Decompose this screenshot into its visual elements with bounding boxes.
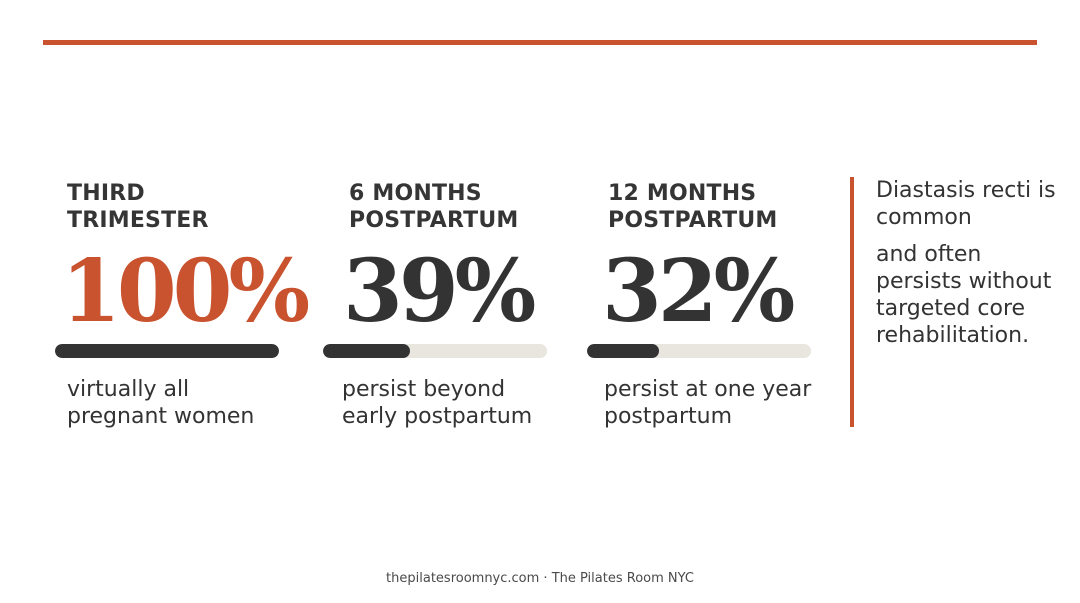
progress-fill bbox=[55, 344, 279, 358]
stat-label: 6 MONTHS POSTPARTUM bbox=[349, 181, 519, 233]
stat-description: persist beyond early postpartum bbox=[342, 376, 532, 430]
stat-description-line: persist at one year bbox=[604, 377, 812, 402]
aside-headline: Diastasis recti is common bbox=[876, 178, 1056, 230]
aside-accent-rule bbox=[850, 177, 854, 427]
stat-value: 100% bbox=[61, 241, 310, 342]
progress-fill bbox=[323, 344, 411, 358]
stat-description: virtually all pregnant women bbox=[67, 376, 254, 430]
top-accent-rule bbox=[43, 40, 1037, 45]
aside-callout: Diastasis recti is common and often pers… bbox=[876, 177, 1066, 359]
progress-bar bbox=[323, 344, 547, 358]
stat-6-months: 6 MONTHS POSTPARTUM 39% persist beyond e… bbox=[323, 180, 589, 429]
stat-12-months: 12 MONTHS POSTPARTUM 32% persist at one … bbox=[587, 180, 848, 429]
progress-bar bbox=[55, 344, 279, 358]
aside-body: and often persists without targeted core… bbox=[876, 242, 1052, 348]
stat-label: THIRD TRIMESTER bbox=[67, 181, 209, 233]
stat-description-line: virtually all bbox=[67, 377, 190, 402]
stat-description-line: persist beyond bbox=[342, 377, 506, 402]
stat-third-trimester: THIRD TRIMESTER 100% virtually all pregn… bbox=[55, 180, 310, 429]
stat-description-line: postpartum bbox=[604, 404, 733, 429]
stat-value: 39% bbox=[343, 241, 536, 342]
stat-value: 32% bbox=[602, 241, 795, 342]
stat-label: 12 MONTHS POSTPARTUM bbox=[608, 181, 778, 233]
progress-fill bbox=[587, 344, 659, 358]
progress-bar bbox=[587, 344, 811, 358]
footer-credit: thepilatesroomnyc.com · The Pilates Room… bbox=[386, 571, 694, 586]
stat-description: persist at one year postpartum bbox=[604, 376, 811, 430]
stat-description-line: early postpartum bbox=[342, 404, 533, 429]
stat-description-line: pregnant women bbox=[67, 404, 255, 429]
